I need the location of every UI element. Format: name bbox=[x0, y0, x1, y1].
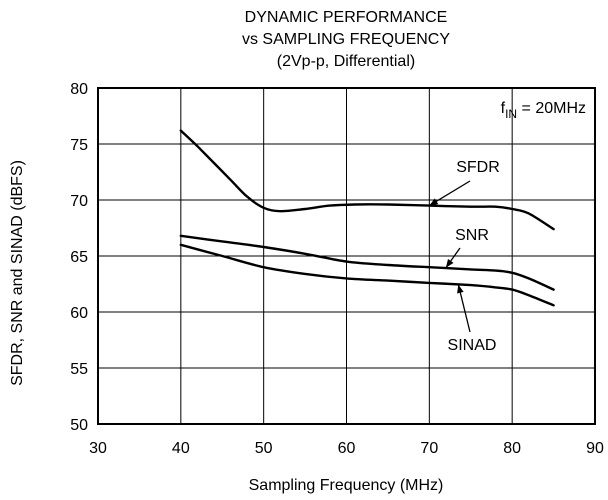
x-tick-label: 80 bbox=[503, 440, 521, 457]
x-axis-label: Sampling Frequency (MHz) bbox=[249, 477, 444, 494]
y-tick-label: 65 bbox=[70, 249, 88, 266]
y-tick-label: 60 bbox=[70, 305, 88, 322]
plot-border bbox=[97, 87, 596, 425]
y-tick-label: 75 bbox=[70, 137, 88, 154]
y-tick-label: 55 bbox=[70, 361, 88, 378]
series-line-snr bbox=[179, 234, 555, 291]
series-label-sfdr: SFDR bbox=[456, 159, 500, 176]
x-tick-label: 50 bbox=[255, 440, 273, 457]
annotation-fin: fIN = 20MHz bbox=[501, 100, 586, 121]
x-tick-label: 60 bbox=[338, 440, 356, 457]
series-label-snr: SNR bbox=[455, 227, 489, 244]
chart-title-line: vs SAMPLING FREQUENCY bbox=[242, 31, 450, 48]
y-axis-label: SFDR, SNR and SINAD (dBFS) bbox=[9, 160, 26, 386]
chart-title: DYNAMIC PERFORMANCE vs SAMPLING FREQUENCY… bbox=[242, 9, 450, 70]
y-tick-label: 50 bbox=[70, 417, 88, 434]
annotation-rest: = 20MHz bbox=[517, 100, 586, 117]
series-label-sinad: SINAD bbox=[448, 337, 497, 354]
series-labels: SFDR SNR SINAD bbox=[428, 159, 500, 354]
tick-labels: 30 40 50 60 70 80 90 50 55 60 65 70 75 80 bbox=[70, 81, 604, 457]
x-tick-label: 40 bbox=[172, 440, 190, 457]
arrowhead-sinad bbox=[457, 284, 464, 294]
x-tick-label: 90 bbox=[586, 440, 604, 457]
arrowhead-sfdr bbox=[429, 198, 439, 206]
plot-frame bbox=[97, 87, 596, 425]
series-line-sinad bbox=[179, 243, 555, 307]
y-tick-label: 70 bbox=[70, 193, 88, 210]
annotation-sub: IN bbox=[505, 107, 517, 121]
grid bbox=[98, 88, 595, 424]
annotation-base: f bbox=[501, 100, 506, 117]
series-layer bbox=[179, 129, 555, 307]
x-tick-label: 30 bbox=[89, 440, 107, 457]
chart-title-line: DYNAMIC PERFORMANCE bbox=[245, 9, 448, 26]
y-tick-label: 80 bbox=[70, 81, 88, 98]
arrowhead-snr bbox=[445, 259, 454, 268]
x-tick-label: 70 bbox=[420, 440, 438, 457]
series-line-sfdr bbox=[179, 129, 555, 231]
chart-title-line: (2Vp-p, Differential) bbox=[277, 53, 415, 70]
